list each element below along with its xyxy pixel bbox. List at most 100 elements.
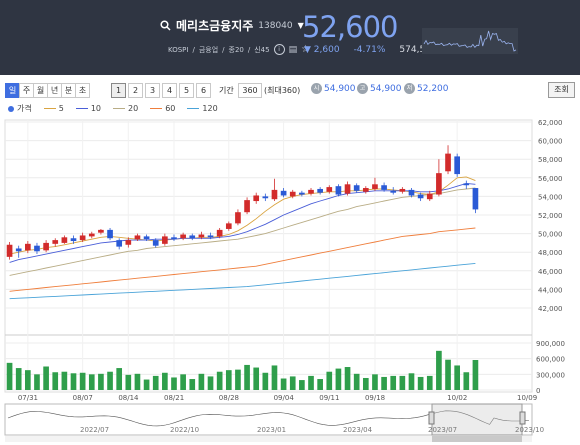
search-icon[interactable] <box>160 20 171 31</box>
candle <box>362 188 369 192</box>
navigator-date-label: 2022/07 <box>80 426 109 434</box>
volume-bar <box>436 350 442 390</box>
interval-button[interactable]: 2 <box>128 83 143 98</box>
volume-tick-label: 0 <box>536 387 540 395</box>
volume-bar <box>34 374 40 390</box>
volume-bar <box>25 370 31 390</box>
stock-name: 메리츠금융지주 <box>176 19 254 33</box>
candle <box>372 184 378 189</box>
volume-bar <box>317 379 323 390</box>
query-button[interactable]: 조회 <box>548 82 575 98</box>
date-tick-label: 09/04 <box>274 394 295 402</box>
legend-swatch <box>8 105 14 112</box>
high-icon: 고 <box>357 83 368 94</box>
volume-bar <box>61 371 68 390</box>
navigator-date-label: 2023/01 <box>257 426 286 434</box>
interval-button[interactable]: 5 <box>179 83 194 98</box>
volume-bar <box>216 371 223 390</box>
volume-bar <box>134 373 141 390</box>
navigator-scroll-thumb[interactable] <box>432 436 522 442</box>
volume-bar <box>426 375 433 390</box>
price-tick-label: 56,000 <box>538 175 563 183</box>
volume-bar <box>463 372 470 390</box>
volume-bar <box>253 367 260 390</box>
candle <box>353 185 360 191</box>
volume-bar <box>107 371 113 390</box>
volume-bar <box>362 377 369 390</box>
volume-tick-label: 900,000 <box>536 340 565 348</box>
ma-line-10 <box>9 182 476 263</box>
price-tick-label: 42,000 <box>538 305 563 313</box>
candle <box>436 173 442 195</box>
credit-label: 신45 <box>254 45 270 54</box>
volume-bar <box>189 379 196 390</box>
volume-bar <box>6 362 13 390</box>
stock-title[interactable]: 메리츠금융지주 138040 ▼ <box>160 17 304 34</box>
dropdown-icon[interactable]: ▼ <box>297 21 304 30</box>
candle <box>408 189 415 196</box>
plot-area <box>4 119 533 393</box>
candle <box>107 229 113 239</box>
intraday-mini-chart <box>422 28 518 54</box>
volume-tick-label: 600,000 <box>536 356 565 364</box>
volume-bar <box>98 373 104 390</box>
period-button[interactable]: 월 <box>33 83 48 98</box>
navigator-right-handle[interactable] <box>519 411 526 425</box>
date-tick-label: 08/21 <box>164 394 184 402</box>
volume-tick-label: 300,000 <box>536 371 565 379</box>
volume-bar <box>372 374 378 390</box>
open-icon: 시 <box>311 83 322 94</box>
candle <box>399 188 406 192</box>
candle <box>472 188 479 210</box>
navigator-selection[interactable] <box>431 403 523 436</box>
candle <box>225 223 232 229</box>
candle <box>426 193 433 200</box>
candle <box>417 194 424 199</box>
period-button[interactable]: 분 <box>61 83 76 98</box>
market-label: KOSPI <box>168 45 189 54</box>
document-icon[interactable]: ▤ <box>288 44 298 55</box>
candle <box>6 244 13 257</box>
price-tick-label: 52,000 <box>538 212 563 220</box>
candle <box>299 192 305 195</box>
volume-bar <box>390 375 397 390</box>
volume-bar <box>472 359 479 390</box>
period-button[interactable]: 년 <box>47 83 62 98</box>
volume-bar <box>381 376 387 390</box>
volume-bar <box>125 374 132 390</box>
interval-button[interactable]: 4 <box>162 83 177 98</box>
candle <box>344 184 351 194</box>
navigator[interactable] <box>4 403 533 436</box>
low-price: 52,200 <box>417 83 449 94</box>
interval-button[interactable]: 1 <box>111 83 126 98</box>
legend-label: 5 <box>58 104 64 113</box>
volume-bar <box>225 370 232 390</box>
navigator-scrollbar[interactable] <box>5 436 532 442</box>
period-button[interactable]: 주 <box>19 83 34 98</box>
candle <box>289 191 296 197</box>
volume-bar <box>399 375 406 390</box>
date-tick-label-end: 10/09 <box>517 394 537 402</box>
volume-bar <box>280 378 287 390</box>
candle <box>25 243 31 251</box>
period-button[interactable]: 일 <box>5 83 20 98</box>
info-icon[interactable]: i <box>273 44 285 55</box>
star-icon[interactable]: ☆ <box>301 44 311 55</box>
range-max-label: (최대360) <box>264 86 301 95</box>
interval-button[interactable]: 3 <box>145 83 160 98</box>
price-chart[interactable]: 62,000 60,000 58,000 56,000 54,000 52,000 50,0… <box>0 110 580 445</box>
candle <box>463 183 470 186</box>
candle <box>116 240 123 247</box>
volume-bar <box>171 377 177 390</box>
navigator-left-handle[interactable] <box>428 411 435 425</box>
interval-button[interactable]: 6 <box>196 83 211 98</box>
candle <box>15 248 22 252</box>
date-tick-label: 08/14 <box>118 394 139 402</box>
range-input[interactable]: 360 <box>238 83 262 98</box>
down-arrow-icon: ▼ <box>304 45 311 55</box>
navigator-line <box>7 410 530 427</box>
date-tick-label: 09/18 <box>365 394 385 402</box>
period-button[interactable]: 초 <box>75 83 90 98</box>
legend-swatch <box>43 108 56 109</box>
current-price: 52,600 <box>302 10 398 44</box>
